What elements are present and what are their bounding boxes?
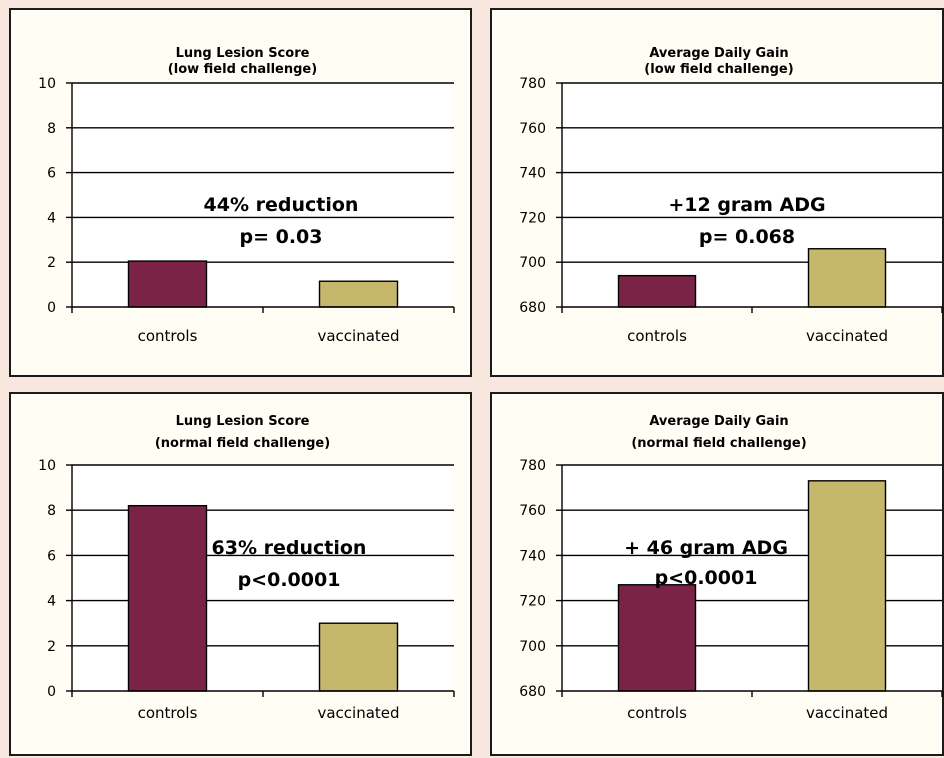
chart-subtitle: (low field challenge) [168, 62, 317, 77]
x-category-label: controls [627, 704, 687, 722]
y-tick-label: 6 [47, 166, 56, 182]
annotation-pvalue: p<0.0001 [655, 567, 758, 589]
y-tick-label: 680 [519, 300, 546, 316]
chart-svg: 0 2 4 6 8 10 controls vaccinated Lung Lesion Sco… [38, 414, 455, 722]
y-tick-label: 740 [519, 548, 546, 564]
annotation-effect: 63% reduction [212, 537, 367, 559]
bar-vaccinated [318, 280, 399, 308]
chart-title: Lung Lesion Score [176, 414, 310, 429]
y-tick-label: 680 [519, 684, 546, 700]
y-tick-label: 700 [519, 639, 546, 655]
y-tick-label: 0 [47, 684, 56, 700]
chart-panel-lesion-normal: 0 2 4 6 8 10 controls vaccinated Lung Lesion Sco… [9, 392, 472, 756]
chart-subtitle: (low field challenge) [644, 62, 793, 77]
x-category-label: controls [138, 704, 198, 722]
bar-vaccinated [807, 480, 887, 692]
chart-svg: 0 2 4 6 8 10 controls vaccinated Lung Lesion Sco… [38, 46, 455, 345]
x-category-label: vaccinated [806, 704, 888, 722]
annotation-effect: 44% reduction [204, 194, 359, 216]
bar-controls [127, 504, 208, 692]
x-category-label: vaccinated [317, 704, 399, 722]
chart-panel-adg-low: 680 700 720 740 760 780 controls vaccinated Aver… [490, 8, 944, 377]
y-tick-label: 760 [519, 121, 546, 137]
y-tick-label: 2 [47, 255, 56, 271]
chart-svg: 680 700 720 740 760 780 controls vaccinated Aver… [519, 46, 943, 345]
y-tick-label: 4 [47, 210, 56, 226]
y-tick-label: 4 [47, 594, 56, 610]
y-tick-label: 10 [38, 76, 56, 92]
chart-title: Lung Lesion Score [176, 46, 310, 61]
bar-controls [127, 260, 208, 308]
annotation-effect: +12 gram ADG [668, 194, 825, 216]
chart-title: Average Daily Gain [649, 414, 788, 429]
y-tick-label: 740 [519, 166, 546, 182]
y-tick-label: 6 [47, 548, 56, 564]
y-tick-label: 10 [38, 458, 56, 474]
y-tick-label: 720 [519, 210, 546, 226]
y-tick-label: 2 [47, 639, 56, 655]
x-category-label: controls [138, 327, 198, 345]
bar-controls [617, 274, 697, 308]
y-tick-label: 700 [519, 255, 546, 271]
y-tick-label: 780 [519, 76, 546, 92]
y-tick-label: 720 [519, 594, 546, 610]
bar-vaccinated [807, 248, 887, 308]
chart-subtitle: (normal field challenge) [155, 436, 330, 451]
y-tick-label: 8 [47, 503, 56, 519]
y-tick-label: 780 [519, 458, 546, 474]
chart-subtitle: (normal field challenge) [631, 436, 806, 451]
annotation-pvalue: p= 0.03 [239, 226, 322, 248]
annotation-pvalue: p= 0.068 [699, 226, 795, 248]
x-category-label: vaccinated [806, 327, 888, 345]
y-tick-label: 0 [47, 300, 56, 316]
chart-panel-adg-normal: 680 700 720 740 760 780 controls vaccinated Aver… [490, 392, 944, 756]
x-category-label: vaccinated [317, 327, 399, 345]
y-tick-label: 760 [519, 503, 546, 519]
bar-controls [617, 584, 697, 692]
annotation-effect: + 46 gram ADG [624, 537, 788, 559]
chart-svg: 680 700 720 740 760 780 controls vaccinated Aver… [519, 414, 943, 722]
y-tick-label: 8 [47, 121, 56, 137]
chart-title: Average Daily Gain [649, 46, 788, 61]
annotation-pvalue: p<0.0001 [238, 569, 341, 591]
chart-panel-lesion-low: 0 2 4 6 8 10 controls vaccinated Lung Lesion Sco… [9, 8, 472, 377]
x-category-label: controls [627, 327, 687, 345]
bar-vaccinated [318, 622, 399, 692]
